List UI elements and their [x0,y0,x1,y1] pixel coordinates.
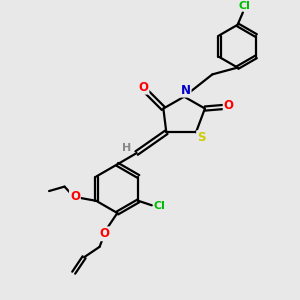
Text: O: O [139,81,148,94]
Text: Cl: Cl [154,201,166,211]
Text: S: S [197,131,206,144]
Text: H: H [122,143,131,153]
Text: O: O [100,227,110,240]
Text: O: O [224,99,234,112]
Text: N: N [181,84,190,97]
Text: Cl: Cl [238,1,250,10]
Text: O: O [70,190,80,203]
